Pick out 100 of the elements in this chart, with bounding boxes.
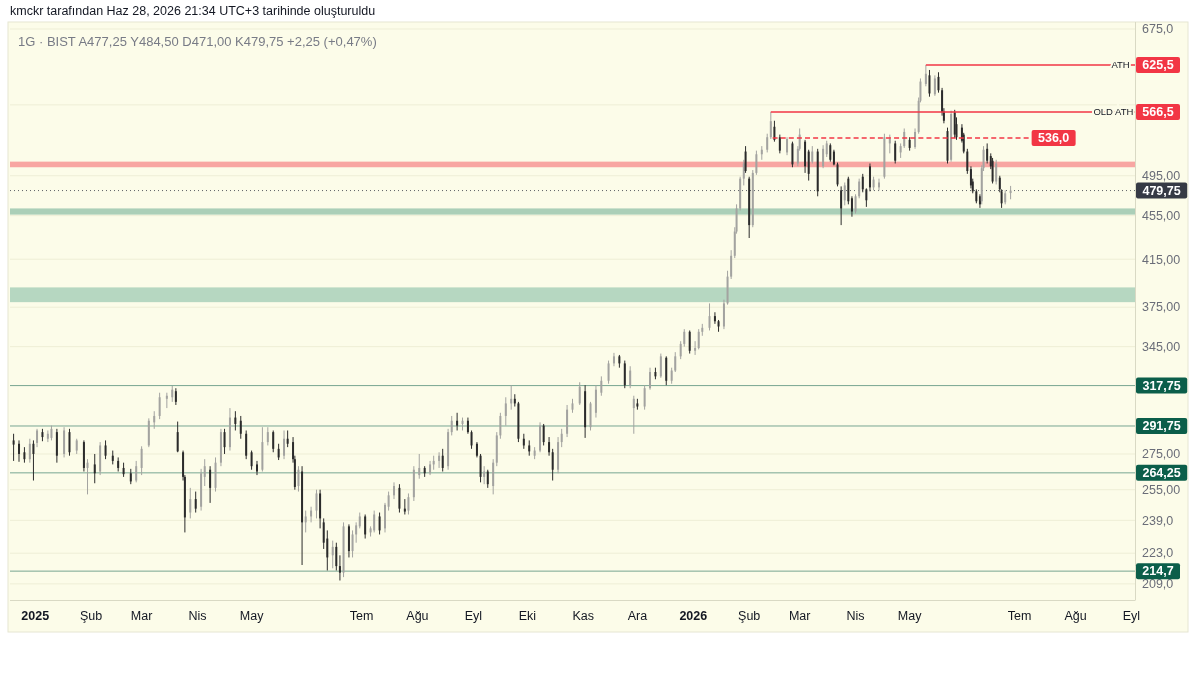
candlestick	[28, 438, 31, 464]
candlestick	[865, 187, 868, 208]
candlestick	[384, 502, 386, 533]
candlestick	[600, 375, 603, 397]
x-tick-label: Şub	[80, 609, 103, 623]
candlestick	[165, 392, 168, 409]
candlestick	[594, 384, 597, 419]
candlestick	[995, 159, 998, 185]
x-tick-label: Kas	[572, 609, 595, 623]
y-tick-label: 275,00	[1142, 447, 1181, 462]
x-tick-label: Tem	[349, 609, 374, 623]
candlestick	[104, 439, 107, 460]
candlestick	[36, 428, 39, 448]
x-tick-label: Ağu	[1064, 609, 1087, 623]
candlestick	[250, 450, 253, 471]
candlestick	[778, 134, 781, 154]
candlestick	[854, 193, 857, 215]
candlestick	[393, 481, 396, 500]
candlestick	[223, 428, 226, 455]
candlestick	[479, 453, 482, 483]
candlestick	[953, 109, 956, 139]
y-tick-label: 209,0	[1142, 577, 1174, 592]
candlestick	[194, 491, 197, 514]
text: 1G · BIST A477,25 Y484,50 D471,00 K479,75 +2,25 (+0,47%)	[18, 34, 377, 49]
candlestick	[499, 412, 502, 440]
ref-line-label: 479,75	[1142, 183, 1181, 198]
data-label: 566,5	[1142, 105, 1174, 120]
candlestick	[68, 428, 71, 457]
candlestick	[623, 360, 626, 389]
candlestick	[713, 311, 716, 325]
candlestick	[791, 141, 794, 168]
candlestick	[742, 159, 745, 186]
candlestick	[266, 426, 269, 446]
ref-line-label: 214,7	[1142, 564, 1174, 579]
candlestick	[868, 162, 871, 192]
y-tick-label: 495,00	[1142, 169, 1181, 184]
candlestick	[486, 469, 489, 489]
candlestick	[407, 492, 410, 515]
candlestick	[492, 458, 495, 495]
candlestick	[86, 458, 89, 495]
candlestick	[914, 127, 917, 150]
candlestick	[378, 512, 381, 535]
candlestick	[708, 302, 711, 331]
candlestick	[63, 426, 66, 458]
candlestick	[933, 74, 936, 97]
candlestick	[135, 460, 138, 483]
candlestick	[373, 510, 376, 533]
ref-line-label: 291,75	[1142, 419, 1181, 434]
candlestick	[629, 365, 632, 389]
x-tick-label: Tem	[1007, 609, 1032, 623]
candlestick	[297, 465, 300, 493]
candlestick	[589, 401, 592, 431]
x-tick-label: May	[239, 609, 265, 623]
x-tick-label: 2025	[21, 609, 50, 623]
candlestick	[542, 423, 545, 446]
candlestick	[894, 140, 897, 164]
candlestick	[32, 439, 35, 482]
data-label: 625,5	[1142, 58, 1174, 73]
candlestick	[649, 367, 652, 391]
candlestick	[665, 355, 668, 386]
candlestick	[986, 142, 989, 164]
candlestick	[843, 182, 846, 206]
x-tick-label: Mar	[788, 609, 811, 623]
candlestick	[551, 448, 554, 482]
candlestick	[398, 483, 401, 514]
x-tick-label: Nis	[188, 609, 207, 623]
x-tick-label: Eki	[518, 609, 537, 623]
candlestick	[441, 448, 444, 473]
candlestick	[18, 439, 21, 463]
candlestick	[387, 491, 390, 512]
candlestick	[504, 396, 507, 427]
candlestick	[607, 360, 610, 385]
candlestick	[158, 392, 161, 420]
candlestick	[203, 458, 206, 487]
candlestick	[722, 299, 725, 330]
candlestick	[928, 69, 931, 98]
y-tick-label: 415,00	[1142, 252, 1181, 267]
ref-line-label: 264,25	[1142, 466, 1181, 481]
candlestick	[338, 554, 341, 581]
candlestick	[46, 429, 49, 443]
candlestick	[209, 465, 212, 504]
x-tick-label: Mar	[130, 609, 153, 623]
candlestick	[643, 384, 646, 411]
candlestick	[697, 328, 700, 350]
y-tick-label: 675,0	[1142, 22, 1174, 37]
candlestick	[438, 451, 441, 469]
y-tick-label: 239,0	[1142, 513, 1174, 528]
candlestick	[93, 453, 96, 484]
candlestick	[55, 428, 58, 464]
candlestick	[234, 410, 237, 431]
candlestick	[548, 436, 551, 457]
candlestick	[766, 133, 769, 153]
y-tick-label: 223,0	[1142, 546, 1174, 561]
candlestick	[969, 165, 972, 189]
candlestick	[632, 395, 635, 435]
candlestick	[470, 429, 473, 450]
candlestick	[364, 513, 367, 540]
candlestick	[840, 185, 843, 226]
candlestick	[688, 329, 691, 355]
candlestick	[355, 521, 358, 544]
